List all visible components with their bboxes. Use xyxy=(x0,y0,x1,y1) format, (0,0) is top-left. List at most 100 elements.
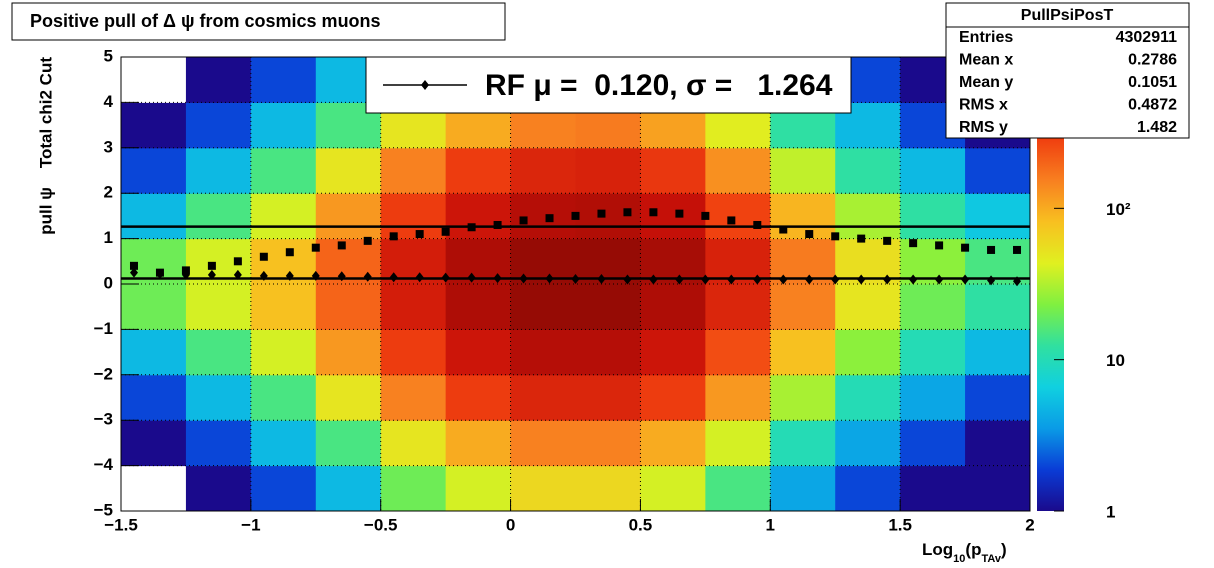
legend-marker xyxy=(421,80,429,90)
heatmap-cell xyxy=(965,193,1031,240)
heatmap-cell xyxy=(900,147,966,194)
heatmap-cell xyxy=(770,238,836,285)
x-axis-label-part: TAv xyxy=(981,553,1001,565)
x-axis-label: Log10(pTAv) xyxy=(922,540,1007,564)
square-marker xyxy=(675,209,684,218)
heatmap-cell xyxy=(510,420,576,467)
heatmap-cell xyxy=(445,147,512,194)
heatmap-cell xyxy=(445,329,512,376)
heatmap-cell xyxy=(250,147,317,194)
x-tick-label: 1 xyxy=(766,515,775,534)
diamond-marker xyxy=(727,274,736,285)
heatmap-cell xyxy=(445,374,512,421)
diamond-marker xyxy=(597,274,606,285)
heatmap-cell xyxy=(835,238,901,285)
square-marker xyxy=(493,220,502,229)
square-marker xyxy=(1013,245,1022,254)
chart-title: Positive pull of Δ ψ from cosmics muons xyxy=(30,11,381,31)
square-marker xyxy=(363,236,372,245)
heatmap-cell xyxy=(185,147,252,194)
x-tick-label: 2 xyxy=(1025,515,1034,534)
y-tick-label: −4 xyxy=(94,455,114,474)
square-marker xyxy=(519,216,528,225)
diamond-marker xyxy=(363,271,372,282)
stats-value: 0.4872 xyxy=(1128,97,1177,114)
heatmap-cell xyxy=(640,329,706,376)
y-axis-label: pull ψ Total chi2 Cut xyxy=(36,57,55,235)
square-marker xyxy=(753,220,762,229)
heatmap-cell xyxy=(705,193,771,240)
square-marker xyxy=(233,257,242,266)
heatmap-cell xyxy=(900,329,966,376)
heatmap-cell xyxy=(575,374,641,421)
heatmap-cell xyxy=(640,238,706,285)
heatmap-cell xyxy=(965,420,1031,467)
heatmap-cell xyxy=(185,102,252,149)
diamond-marker xyxy=(935,274,944,285)
y-tick-label: 4 xyxy=(104,92,114,111)
diamond-marker xyxy=(285,270,294,281)
diamond-marker xyxy=(909,274,918,285)
heatmap-cell xyxy=(250,102,317,149)
square-marker xyxy=(415,230,424,239)
diamond-marker xyxy=(649,274,658,285)
heatmap-cell xyxy=(640,420,706,467)
heatmap-cell xyxy=(965,374,1031,421)
heatmap-cell xyxy=(705,329,771,376)
heatmap-cell xyxy=(315,374,382,421)
heatmap-cell xyxy=(835,465,901,512)
heatmap-cell xyxy=(770,284,836,330)
heatmap-cell xyxy=(121,420,187,467)
square-marker xyxy=(935,241,944,250)
heatmap-cell xyxy=(770,329,836,376)
y-tick-label: −1 xyxy=(94,319,113,338)
y-tick-label: −2 xyxy=(94,364,113,383)
diamond-marker xyxy=(441,272,450,283)
diamond-marker xyxy=(753,274,762,285)
heatmap-cell xyxy=(445,284,512,330)
heatmap-cell xyxy=(185,420,252,467)
colorbar-tick-label: 10 xyxy=(1106,351,1125,370)
y-tick-label: −3 xyxy=(94,410,113,429)
heatmap-cell xyxy=(250,284,317,330)
stats-key: Entries xyxy=(959,29,1013,46)
square-marker xyxy=(727,216,736,225)
y-tick-label: 2 xyxy=(104,183,113,202)
heatmap-cell xyxy=(185,57,252,103)
heatmap-cell xyxy=(510,329,576,376)
diamond-marker xyxy=(389,272,398,283)
heatmap-cell xyxy=(575,420,641,467)
heatmap-cell xyxy=(250,57,317,103)
heatmap-cell xyxy=(185,193,252,240)
heatmap-cell xyxy=(835,193,901,240)
x-tick-label: −1 xyxy=(241,515,260,534)
square-marker xyxy=(701,211,710,220)
y-tick-label: 1 xyxy=(104,228,113,247)
legend-label: RF μ = 0.120, σ = 1.264 xyxy=(485,69,833,102)
square-marker xyxy=(987,245,996,254)
colorbar-tick-label: 10² xyxy=(1106,200,1131,219)
square-marker xyxy=(623,208,632,217)
x-tick-label: 1.5 xyxy=(888,515,912,534)
heatmap-cell xyxy=(510,284,576,330)
heatmap-cell xyxy=(315,193,382,240)
stats-title: PullPsiPosT xyxy=(1021,7,1114,24)
square-marker xyxy=(779,225,788,234)
heatmap-cell xyxy=(445,193,512,240)
heatmap-cell xyxy=(121,329,187,376)
stats-key: Mean y xyxy=(959,74,1013,91)
square-marker xyxy=(597,209,606,218)
diamond-marker xyxy=(1013,276,1022,287)
y-tick-label: 3 xyxy=(104,137,113,156)
stats-value: 1.482 xyxy=(1137,119,1177,136)
heatmap-cell xyxy=(250,329,317,376)
heatmap-cell xyxy=(380,147,447,194)
heatmap-cell xyxy=(185,465,252,512)
stats-key: RMS x xyxy=(959,97,1008,114)
heatmap-cell xyxy=(575,465,641,512)
heatmap-cell xyxy=(121,102,187,149)
heatmap-cell xyxy=(315,465,382,512)
diamond-marker xyxy=(415,272,424,283)
stats-key: Mean x xyxy=(959,52,1013,69)
stats-box xyxy=(945,2,1190,139)
